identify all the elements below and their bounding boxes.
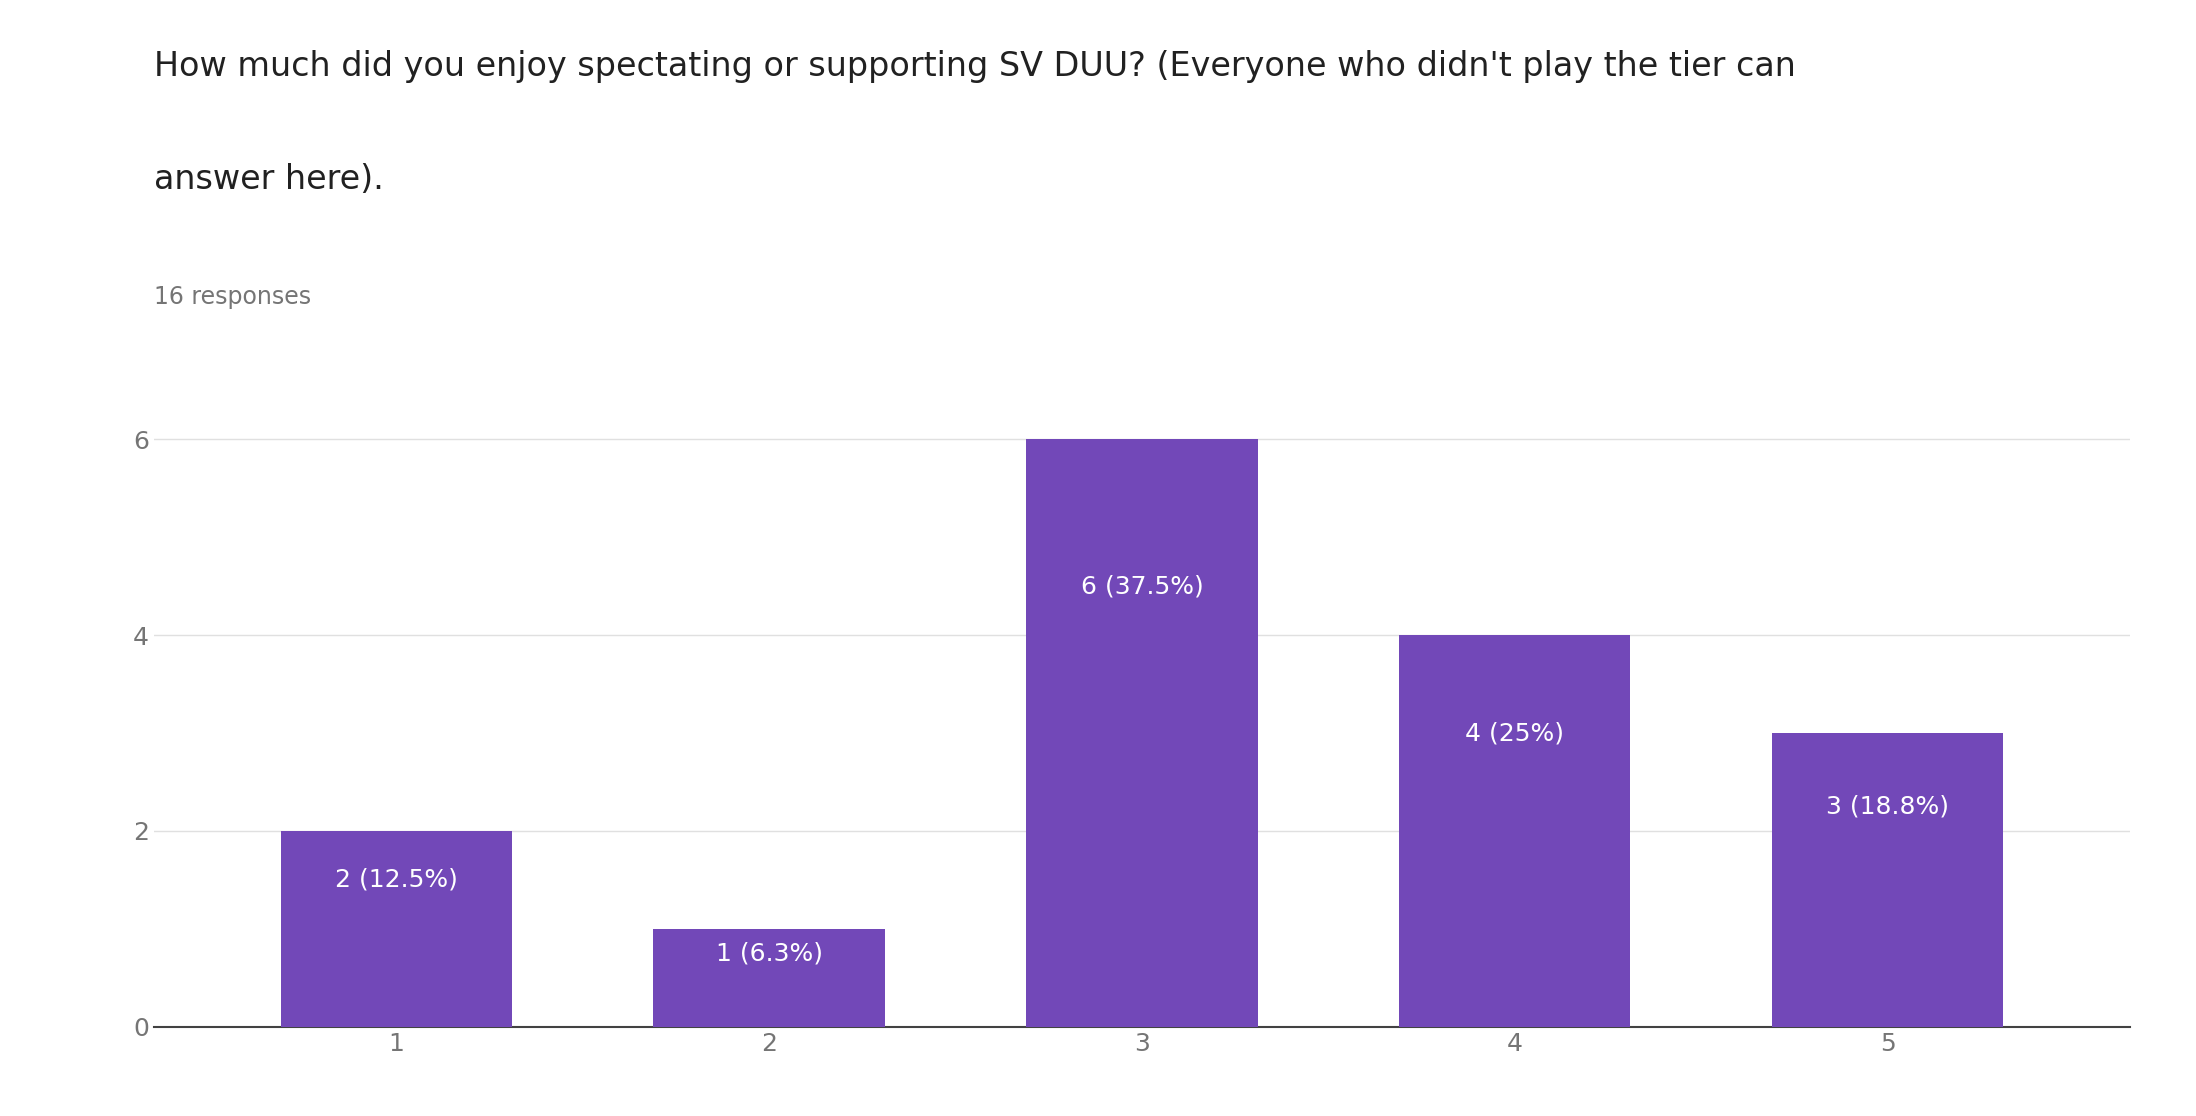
Text: 2 (12.5%): 2 (12.5%)	[334, 868, 457, 892]
Text: 3 (18.8%): 3 (18.8%)	[1827, 795, 1950, 818]
Text: 16 responses: 16 responses	[154, 286, 312, 309]
Text: answer here).: answer here).	[154, 163, 384, 195]
Text: How much did you enjoy spectating or supporting SV DUU? (Everyone who didn't pla: How much did you enjoy spectating or sup…	[154, 49, 1796, 83]
Bar	[1772, 733, 2003, 1027]
Bar	[281, 831, 512, 1027]
Text: 1 (6.3%): 1 (6.3%)	[716, 941, 824, 965]
Text: 6 (37.5%): 6 (37.5%)	[1080, 575, 1203, 598]
Bar	[1399, 635, 1629, 1027]
Bar	[1026, 440, 1258, 1027]
Bar	[654, 929, 885, 1027]
Text: 4 (25%): 4 (25%)	[1465, 721, 1564, 745]
